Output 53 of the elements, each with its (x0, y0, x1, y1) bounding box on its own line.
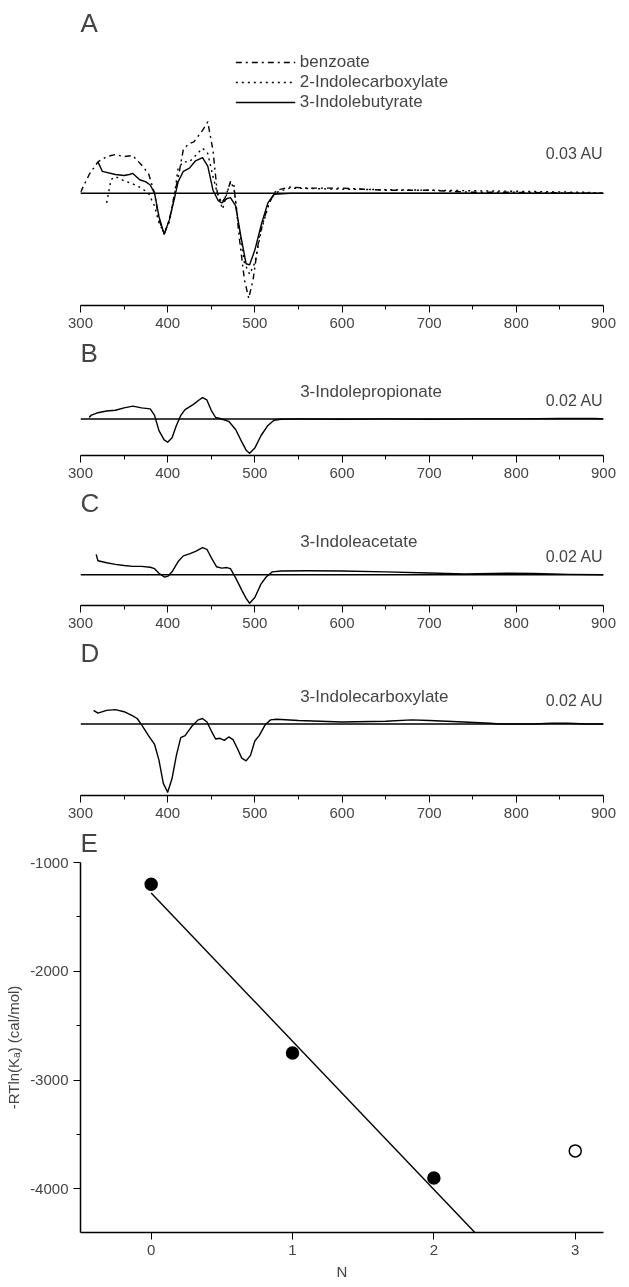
x-tick-label: 600 (329, 613, 355, 631)
x-tick-label: 500 (242, 463, 268, 481)
x-tick-label: 800 (503, 613, 529, 631)
x-tick-label: 600 (329, 463, 355, 481)
x-tick-label: 2 (429, 1240, 439, 1258)
x-tick-label: 300 (67, 803, 94, 821)
x-tick-label: 300 (67, 313, 94, 331)
series-label: 3-Indolecarboxylate (300, 687, 449, 707)
legend-label: benzoate (299, 52, 370, 72)
x-tick-label: 900 (590, 463, 617, 481)
x-tick-label: 0 (147, 1240, 156, 1258)
x-tick-label: 700 (416, 803, 442, 821)
x-tick-label: 400 (155, 313, 181, 331)
y-tick-label: -3000 (30, 1071, 69, 1089)
annotation: 0.03 AU (545, 144, 603, 162)
legend-label: 3-Indolebutyrate (299, 92, 423, 112)
x-tick-label: 800 (503, 313, 529, 331)
x-tick-label: 700 (416, 313, 442, 331)
x-tick-label: 500 (242, 613, 268, 631)
x-tick-label: 900 (590, 613, 617, 631)
chart-title: A (80, 7, 99, 38)
x-tick-label: 500 (242, 313, 268, 331)
x-axis-title: N (336, 1262, 348, 1280)
x-tick-label: 1 (288, 1240, 297, 1258)
x-tick-label: 800 (503, 463, 529, 481)
x-tick-label: 900 (590, 803, 617, 821)
x-tick-label: 500 (242, 803, 268, 821)
x-tick-label: 700 (416, 613, 442, 631)
chart-title: C (80, 487, 100, 518)
x-tick-label: 400 (155, 463, 181, 481)
x-tick-label: 3 (571, 1240, 580, 1258)
x-tick-label: 700 (416, 463, 442, 481)
x-tick-label: 600 (329, 803, 355, 821)
x-tick-label: 600 (329, 313, 355, 331)
text: 0.02 AU (545, 692, 603, 710)
x-tick-label: 300 (67, 463, 94, 481)
x-tick-label: 400 (155, 613, 181, 631)
series-label: 3-Indoleacetate (300, 532, 418, 552)
x-tick-label: 900 (590, 313, 617, 331)
x-tick-label: 400 (155, 803, 181, 821)
chart-title: B (80, 337, 98, 368)
y-tick-label: -4000 (30, 1179, 69, 1197)
annotation: 0.02 AU (545, 391, 603, 409)
series-label: 3-Indolepropionate (300, 382, 442, 402)
x-tick-label: 300 (67, 613, 94, 631)
legend-label: 2-Indolecarboxylate (299, 72, 449, 92)
y-tick-label: -1000 (30, 853, 69, 871)
chart-title: E (80, 827, 98, 858)
annotation: 0.02 AU (545, 547, 603, 565)
chart-title: D (80, 637, 100, 668)
y-axis-title: -RTln(Kₐ) (cal/mol) (5, 985, 23, 1110)
y-tick-label: -2000 (30, 962, 69, 980)
x-tick-label: 800 (503, 803, 529, 821)
